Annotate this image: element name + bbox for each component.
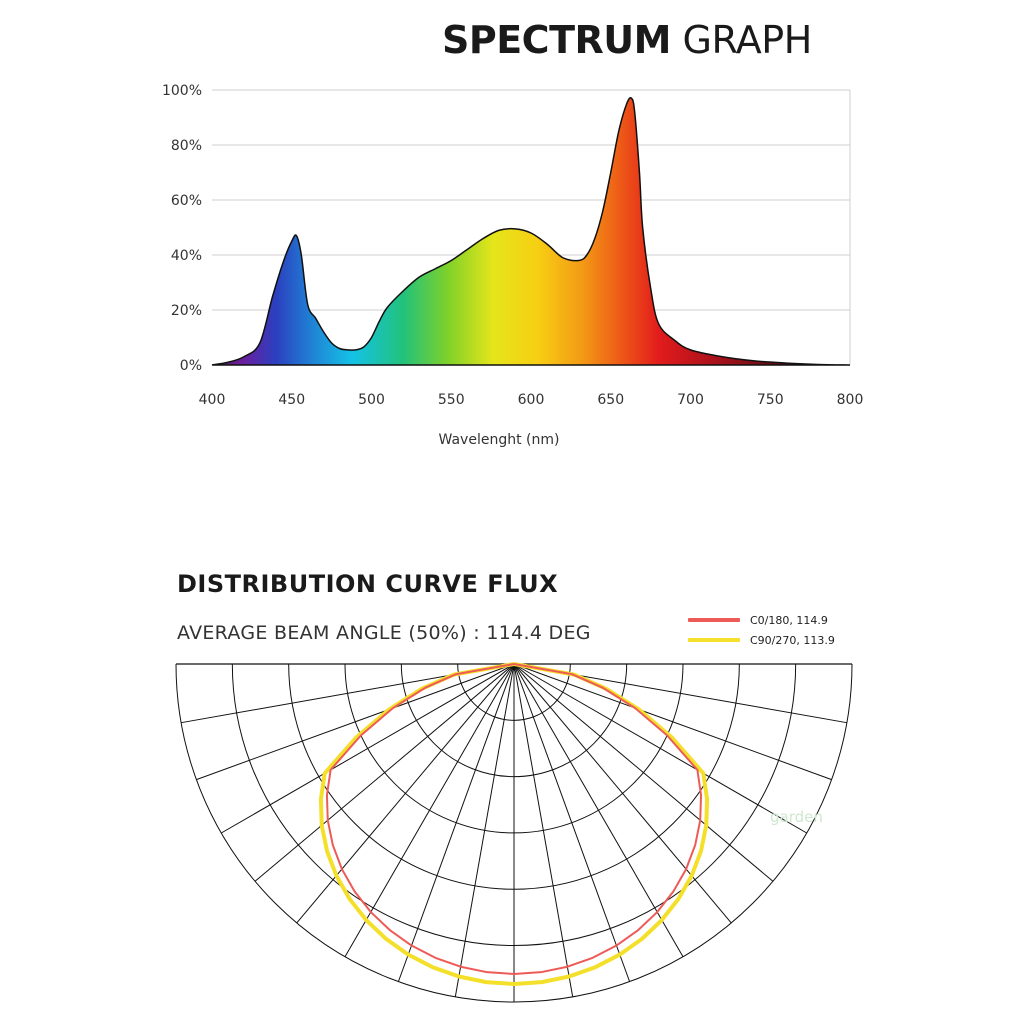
polar-spoke [513, 663, 732, 924]
spectrum-x-tick-label: 550 [438, 392, 465, 408]
polar-spoke [513, 663, 774, 882]
spectrum-x-tick-label: 500 [358, 392, 385, 408]
spectrum-y-tick-label: 40% [171, 248, 202, 264]
polar-spoke [454, 663, 515, 997]
spectrum-y-tick-label: 80% [171, 138, 202, 154]
legend-label-c90: C90/270, 113.9 [750, 633, 835, 647]
spectrum-x-tick-label: 400 [199, 392, 226, 408]
spectrum-x-axis-label: Wavelenght (nm) [439, 432, 560, 448]
legend-item-c0: C0/180, 114.9 [688, 610, 835, 630]
spectrum-x-tick-label: 450 [278, 392, 305, 408]
spectrum-chart: 0% 20% 40% 60% 80% 100% 400 450 500 550 600 650 700 7… [162, 83, 863, 448]
spectrum-x-tick-label: 750 [757, 392, 784, 408]
spectrum-y-tick-label: 60% [171, 193, 202, 209]
legend-swatch-c0 [688, 618, 740, 622]
spectrum-y-tick-label: 20% [171, 303, 202, 319]
spectrum-x-tick-label: 600 [518, 392, 545, 408]
polar-curves [318, 662, 710, 986]
watermark-logo: garden [770, 808, 823, 826]
spectrum-area-group [211, 97, 851, 366]
polar-curve-c0-180 [325, 663, 703, 975]
polar-spoke [513, 663, 807, 834]
legend-item-c90: C90/270, 113.9 [688, 630, 835, 650]
distribution-title: DISTRIBUTION CURVE FLUX [177, 570, 559, 598]
distribution-legend: C0/180, 114.9 C90/270, 113.9 [688, 610, 835, 650]
polar-spoke [397, 663, 515, 982]
polar-spoke [221, 663, 515, 834]
polar-spoke [513, 663, 832, 781]
spectrum-ticks: 0% 20% 40% 60% 80% 100% 400 450 500 550 600 650 700 7… [162, 83, 863, 408]
spectrum-title-regular: GRAPH [670, 18, 813, 62]
polar-grid [175, 663, 853, 1003]
spectrum-title-bold: SPECTRUM [442, 18, 671, 62]
spectrum-y-tick-label: 0% [180, 358, 202, 374]
spectrum-graph-title: SPECTRUM GRAPH [442, 18, 854, 62]
legend-swatch-c90 [688, 638, 740, 642]
spectrum-x-tick-label: 800 [837, 392, 864, 408]
polar-spoke [513, 663, 684, 957]
distribution-subtitle: AVERAGE BEAM ANGLE (50%) : 114.4 DEG [177, 622, 591, 644]
spectrum-x-tick-label: 650 [597, 392, 624, 408]
polar-curve-c90-270 [318, 662, 710, 986]
polar-spoke [344, 663, 515, 957]
polar-spoke [513, 663, 631, 982]
spectrum-series-area [211, 97, 851, 366]
spectrum-x-tick-label: 700 [677, 392, 704, 408]
polar-spoke [513, 663, 574, 997]
polar-spoke [196, 663, 515, 781]
spectrum-y-tick-label: 100% [162, 83, 202, 99]
polar-spoke [296, 663, 515, 924]
polar-spoke [254, 663, 515, 882]
legend-label-c0: C0/180, 114.9 [750, 613, 828, 627]
